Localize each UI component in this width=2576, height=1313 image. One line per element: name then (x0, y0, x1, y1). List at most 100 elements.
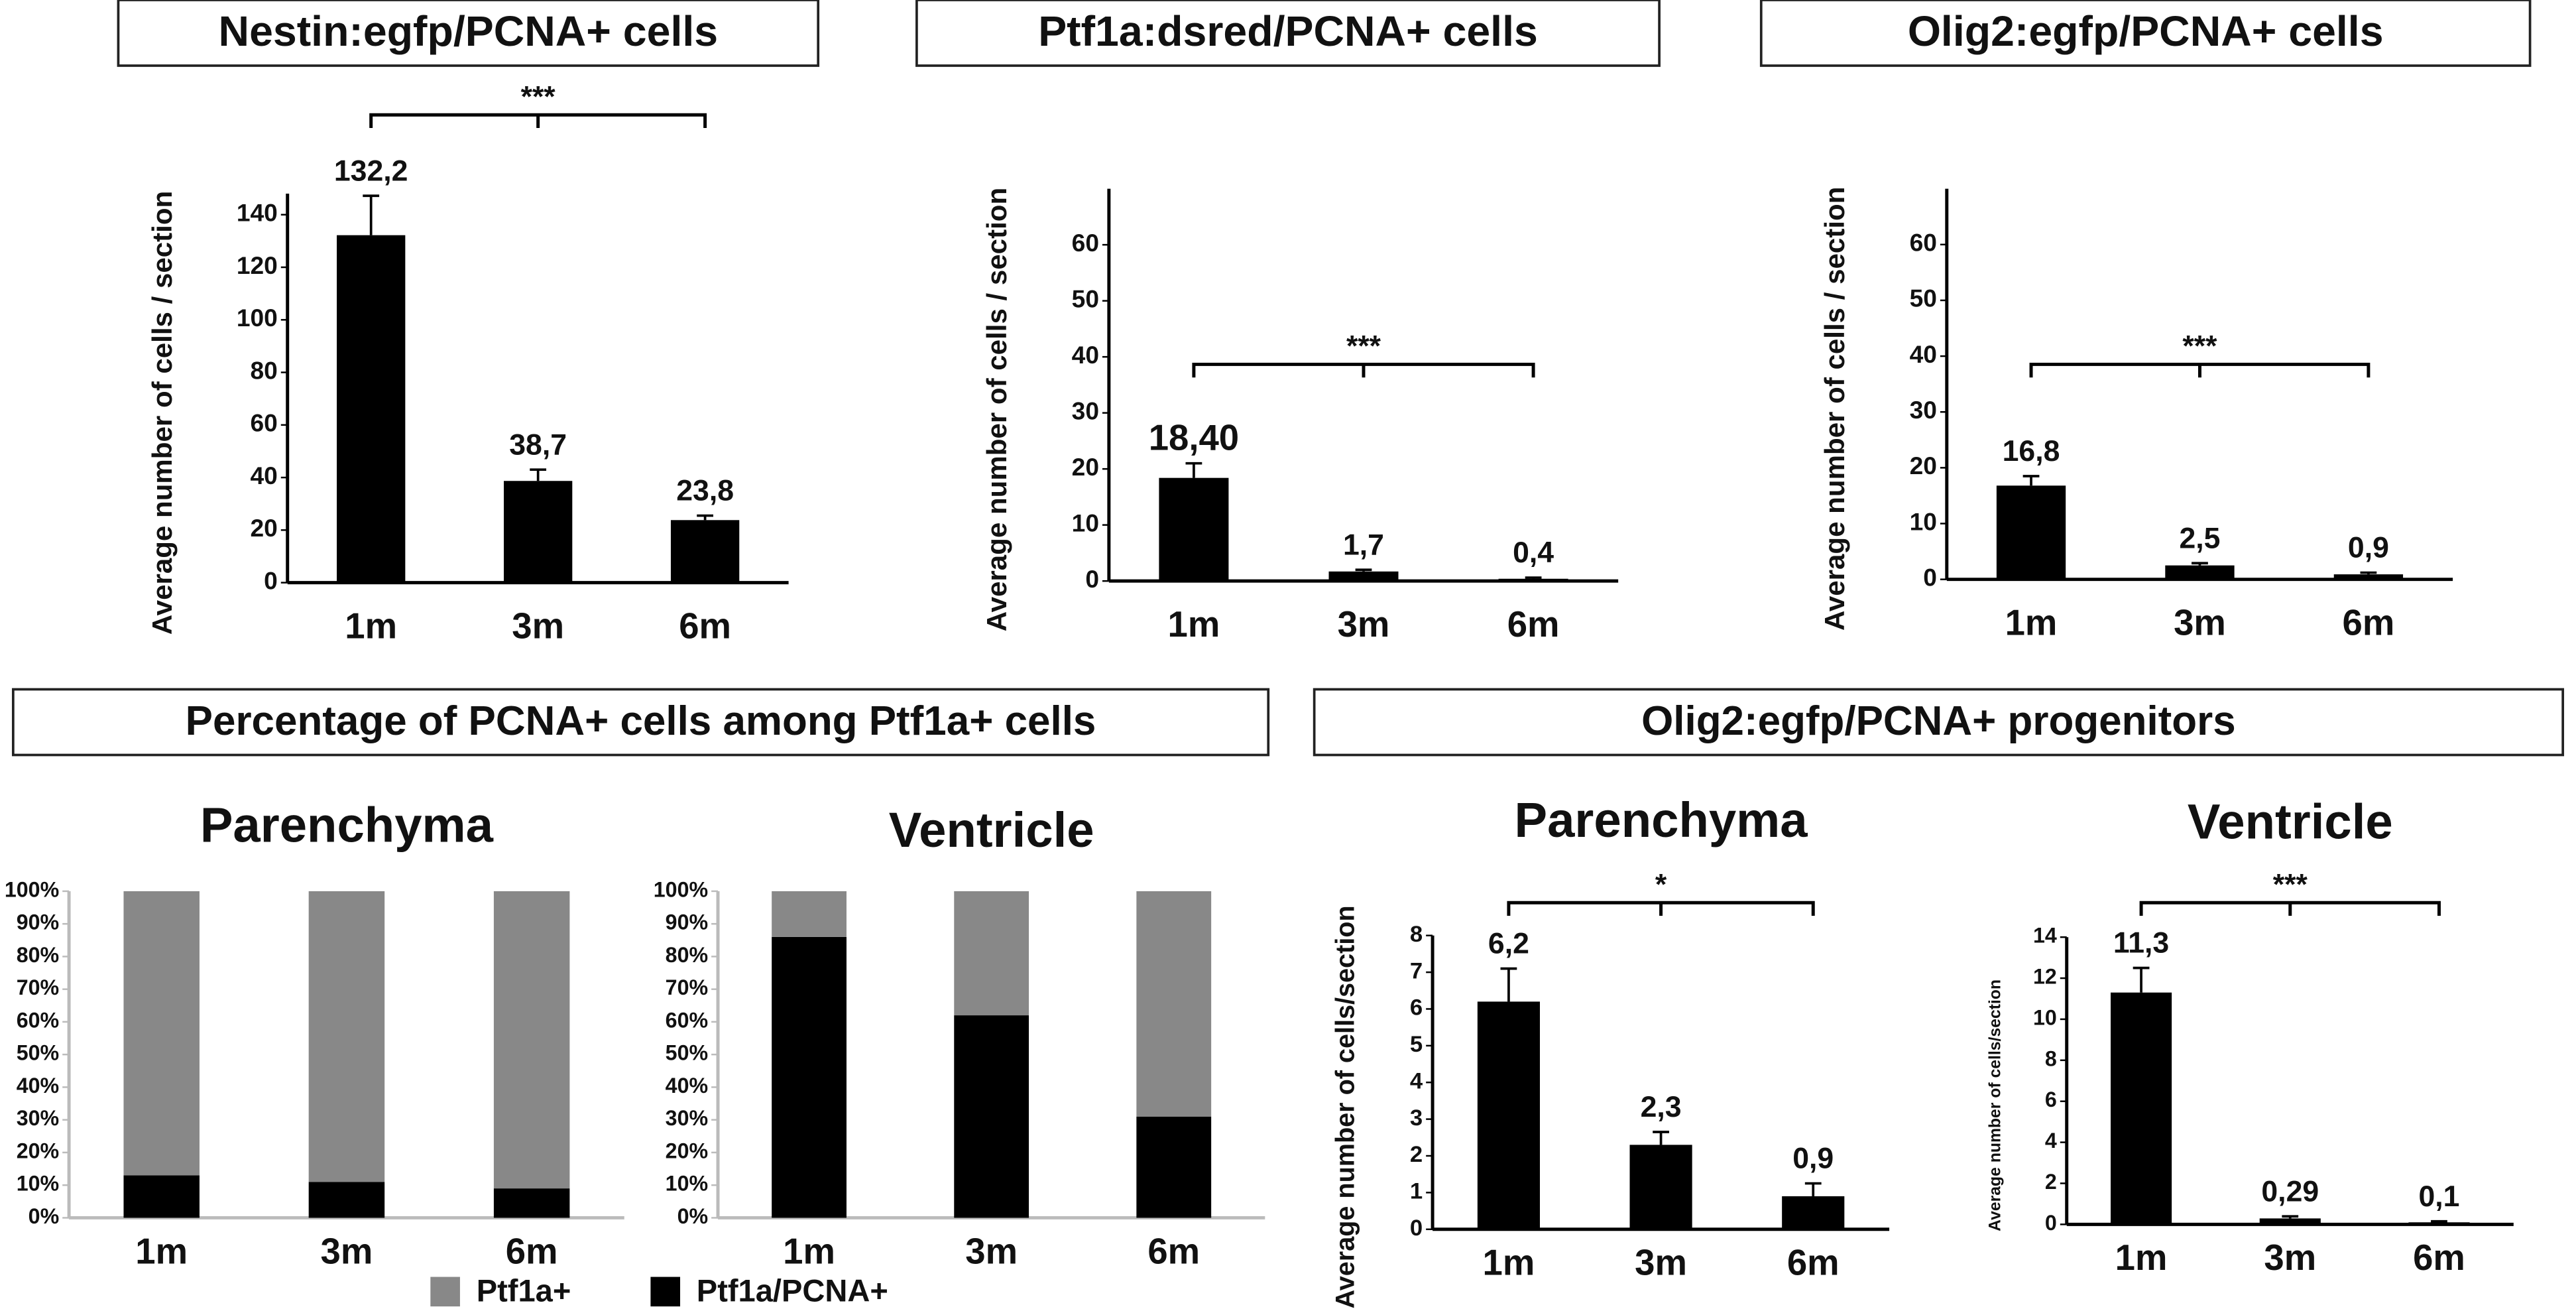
bar-segment (493, 891, 570, 1189)
y-tick-label: 12 (2033, 965, 2057, 989)
panel-title-box (1313, 688, 2565, 757)
chart-title-box (915, 0, 1661, 67)
y-tick-label: 30% (666, 1106, 708, 1130)
data-label: 0,1 (2418, 1180, 2459, 1213)
bar (1629, 1145, 1692, 1229)
x-tick-label: 6m (1147, 1231, 1200, 1271)
y-tick-label: 60% (17, 1008, 59, 1032)
y-tick-label: 90% (666, 910, 708, 934)
y-tick-label: 10 (1072, 509, 1099, 536)
y-tick-label: 14 (2033, 924, 2057, 948)
data-label: 1,7 (1343, 529, 1384, 561)
y-axis-title: Average number of cells / section (1819, 187, 1850, 631)
chart-title: Ptf1a:dsred/PCNA+ cells (1038, 7, 1538, 55)
y-tick-label: 80% (666, 943, 708, 967)
x-tick-label: 1m (2005, 602, 2058, 643)
x-tick-label: 1m (1168, 604, 1220, 645)
y-tick-label: 0 (264, 566, 278, 594)
data-label: 0,9 (2348, 532, 2389, 564)
chart-title: Olig2:egfp/PCNA+ cells (1908, 7, 2384, 55)
y-axis-title: Average number of cells/section (1331, 905, 1360, 1308)
y-tick-label: 40 (1072, 341, 1099, 369)
significance-bracket (1192, 362, 1535, 378)
panel-title: Percentage of PCNA+ cells among Ptf1a+ c… (186, 698, 1096, 744)
data-label: 23,8 (676, 475, 734, 507)
chart-subtitle: Parenchyma (1515, 792, 1808, 847)
y-tick-label: 20% (17, 1139, 59, 1162)
y-tick-label: 100% (5, 877, 59, 901)
y-tick-label: 4 (1410, 1068, 1423, 1094)
data-label: 0,4 (1513, 536, 1554, 569)
bar (337, 235, 406, 583)
x-tick-label: 1m (345, 605, 397, 646)
x-tick-label: 6m (2413, 1237, 2465, 1278)
bar-segment (772, 936, 847, 1218)
chart-subtitle: Parenchyma (200, 798, 494, 853)
x-tick-label: 1m (783, 1231, 835, 1271)
data-label: 18,40 (1149, 417, 1239, 458)
significance-label: *** (2182, 330, 2217, 362)
y-tick-label: 80% (17, 943, 59, 967)
y-tick-label: 30 (1072, 397, 1099, 424)
data-label: 11,3 (2113, 927, 2169, 960)
data-label: 6,2 (1488, 928, 1529, 960)
y-tick-label: 2 (2045, 1170, 2057, 1194)
y-tick-label: 40 (251, 462, 278, 489)
y-tick-label: 70% (17, 975, 59, 999)
significance-bracket (2139, 901, 2441, 916)
y-tick-label: 10% (17, 1172, 59, 1196)
significance-label: * (1655, 868, 1667, 901)
y-tick-label: 50% (666, 1041, 708, 1065)
y-tick-label: 60 (1072, 229, 1099, 257)
x-tick-label: 6m (679, 605, 731, 646)
chart-title: Nestin:egfp/PCNA+ cells (219, 7, 719, 55)
bar (1996, 485, 2066, 580)
bar-segment (308, 891, 385, 1182)
panel-title: Olig2:egfp/PCNA+ progenitors (1641, 698, 2236, 744)
bar (2333, 574, 2404, 580)
panel-title-box (11, 688, 1270, 757)
legend-swatch (430, 1277, 460, 1307)
y-tick-label: 30 (1910, 396, 1937, 424)
x-tick-label: 6m (2343, 602, 2395, 643)
data-label: 16,8 (2003, 435, 2060, 468)
y-tick-label: 10 (1910, 507, 1937, 535)
bar (2165, 565, 2235, 580)
x-tick-label: 1m (2115, 1237, 2168, 1278)
significance-bracket (1507, 901, 1815, 916)
y-tick-label: 90% (17, 910, 59, 934)
y-tick-label: 80 (251, 356, 278, 384)
y-tick-label: 0% (29, 1204, 60, 1228)
x-tick-label: 1m (1483, 1243, 1535, 1283)
significance-bracket (369, 113, 707, 129)
data-label: 38,7 (509, 428, 567, 461)
y-tick-label: 40 (1910, 340, 1937, 368)
bar-segment (954, 1015, 1029, 1218)
significance-label: *** (1346, 330, 1381, 362)
bar-segment (123, 1175, 200, 1218)
bar-segment (954, 891, 1029, 1016)
bar-segment (772, 891, 847, 937)
chart-subtitle: Ventricle (2188, 794, 2393, 849)
legend-swatch (650, 1277, 681, 1307)
y-tick-label: 5 (1410, 1032, 1423, 1057)
y-tick-label: 0% (677, 1204, 709, 1228)
y-tick-label: 10% (666, 1172, 708, 1196)
bar (2259, 1218, 2321, 1225)
x-tick-label: 3m (2264, 1237, 2316, 1278)
data-label: 0,29 (2261, 1175, 2319, 1208)
bar (2408, 1222, 2470, 1225)
y-tick-label: 20% (666, 1139, 708, 1162)
y-tick-label: 140 (237, 199, 278, 227)
x-tick-label: 1m (135, 1231, 188, 1271)
y-tick-label: 8 (1410, 922, 1423, 947)
bar (1328, 571, 1399, 582)
significance-label: *** (2273, 868, 2308, 901)
y-tick-label: 6 (1410, 995, 1423, 1021)
bar (2111, 992, 2172, 1225)
y-tick-label: 70% (666, 975, 708, 999)
y-tick-label: 4 (2045, 1129, 2057, 1153)
chart-title-box (117, 0, 820, 67)
data-label: 132,2 (334, 155, 408, 187)
